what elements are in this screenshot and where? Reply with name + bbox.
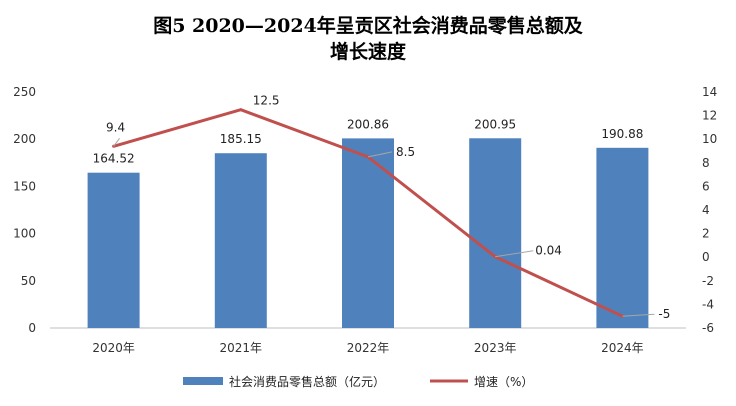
line-label-leader-3 <box>367 151 393 158</box>
line-label-4: 0.04 <box>535 244 562 258</box>
growth-point-2 <box>239 108 243 112</box>
y-right-tick-label: -4 <box>702 297 714 311</box>
line-label-2: 12.5 <box>253 94 280 108</box>
y-left-tick-label: 250 <box>13 85 36 99</box>
y-left-tick-label: 200 <box>13 132 36 146</box>
y-right-tick-label: 0 <box>702 250 710 264</box>
bar-series <box>87 138 649 328</box>
line-label-leader-1 <box>113 137 120 147</box>
line-data-labels: 9.4 12.5 8.5 0.04 -5 <box>106 94 670 322</box>
bar-3 <box>342 138 394 328</box>
chart-title-line-1: 图5 2020—2024年呈贡区社会消费品零售总额及 <box>153 14 584 37</box>
line-label-leader-4 <box>495 250 534 258</box>
y-right-tick-label: 14 <box>702 85 717 99</box>
y-right-tick-label: 12 <box>702 109 717 123</box>
y-left-tick-label: 50 <box>21 274 36 288</box>
bar-1 <box>87 172 140 328</box>
x-tick-label: 2024年 <box>601 341 644 355</box>
bar-2 <box>214 153 267 328</box>
y-right-tick-label: 8 <box>702 156 710 170</box>
axes: 0 50 100 150 200 250 -6 -4 -2 0 2 4 6 8 10 12 14 <box>13 85 717 335</box>
x-tick-label: 2022年 <box>347 341 390 355</box>
x-tick-label: 2021年 <box>220 341 263 355</box>
line-label-3: 8.5 <box>396 145 415 159</box>
x-tick-label: 2020年 <box>92 341 135 355</box>
legend-bar-swatch <box>183 377 223 385</box>
bar-label-3: 200.86 <box>347 117 389 131</box>
y-left-tick-label: 100 <box>13 227 36 241</box>
line-label-1: 9.4 <box>106 120 125 134</box>
legend: 社会消费品零售总额（亿元） 增速（%） <box>183 374 533 389</box>
y-right-tick-label: 4 <box>702 203 710 217</box>
line-label-5: -5 <box>658 307 670 321</box>
bar-label-4: 200.95 <box>474 117 516 131</box>
x-tick-label: 2023年 <box>474 341 517 355</box>
y-left-tick-label: 0 <box>28 321 36 335</box>
bar-data-labels: 164.52 185.15 200.86 200.95 190.88 <box>93 117 644 165</box>
y-right-tick-label: 2 <box>702 227 710 241</box>
bar-label-2: 185.15 <box>220 132 262 146</box>
legend-line-label: 增速（%） <box>474 375 533 389</box>
bar-label-5: 190.88 <box>601 127 643 141</box>
line-label-leader-5 <box>622 313 655 317</box>
bar-4 <box>469 138 522 328</box>
y-right-tick-label: 10 <box>702 132 717 146</box>
y-right-tick-label: 6 <box>702 179 710 193</box>
y-left-tick-label: 150 <box>13 179 36 193</box>
bar-5 <box>596 147 649 328</box>
y-right-tick-label: -2 <box>702 274 714 288</box>
y-right-tick-label: -6 <box>702 321 714 335</box>
bar-label-1: 164.52 <box>93 152 135 166</box>
chart-title-line-2: 增长速度 <box>330 40 407 63</box>
legend-bar-label: 社会消费品零售总额（亿元） <box>229 374 385 389</box>
x-axis-ticks: 2020年 2021年 2022年 2023年 2024年 <box>92 341 643 355</box>
